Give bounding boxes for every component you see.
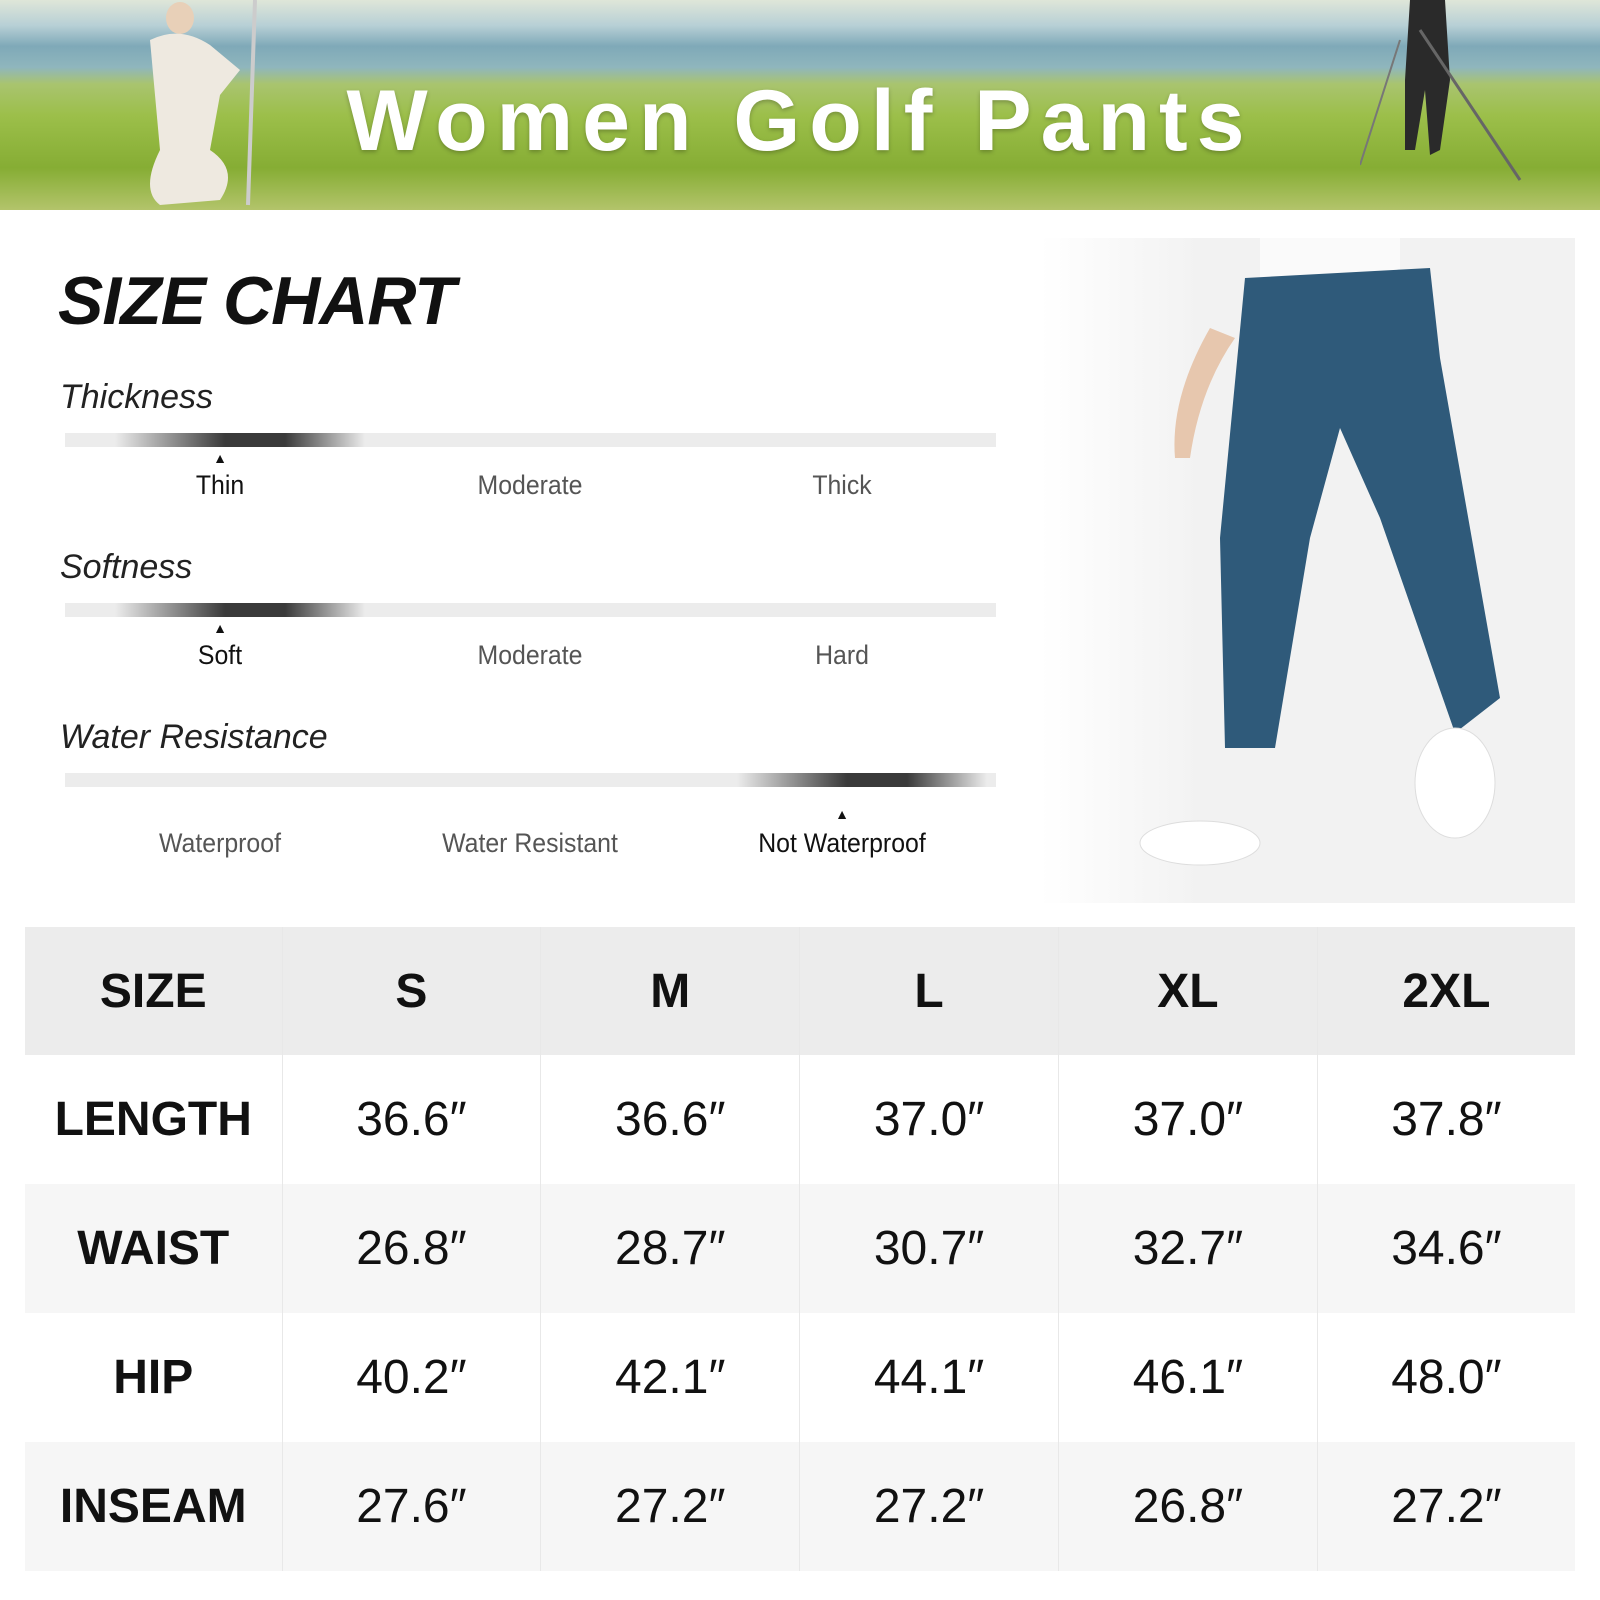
page-title: SIZE CHART <box>58 263 456 339</box>
selected-arrow-icon: ▲ <box>213 450 227 466</box>
attribute-option: Water Resistant <box>442 828 618 858</box>
header-cell: L <box>799 927 1059 1055</box>
pants-image <box>1139 238 1500 866</box>
table-row: INSEAM 27.6″ 27.2″ 27.2″ 26.8″ 27.2″ <box>25 1442 1575 1571</box>
attribute-name: Softness <box>60 548 193 586</box>
value-cell: 37.0″ <box>1057 1055 1318 1184</box>
row-label: INSEAM <box>25 1442 282 1571</box>
value-cell: 37.8″ <box>1316 1055 1575 1184</box>
value-cell: 30.7″ <box>799 1184 1059 1313</box>
attribute-option: Moderate <box>477 470 583 500</box>
attribute-scale-bar <box>65 603 996 617</box>
attribute-option: Thin <box>195 470 245 500</box>
row-label: WAIST <box>25 1184 282 1313</box>
value-cell: 44.1″ <box>799 1313 1059 1442</box>
value-cell: 27.2″ <box>540 1442 800 1571</box>
value-cell: 40.2″ <box>281 1313 541 1442</box>
value-cell: 26.8″ <box>281 1184 541 1313</box>
table-row: LENGTH 36.6″ 36.6″ 37.0″ 37.0″ 37.8″ <box>25 1055 1575 1184</box>
value-cell: 27.2″ <box>1316 1442 1575 1571</box>
attribute-option: Moderate <box>477 640 583 670</box>
banner: Women Golf Pants <box>0 0 1600 210</box>
attribute-option: Waterproof <box>159 828 281 858</box>
value-cell: 32.7″ <box>1057 1184 1318 1313</box>
selected-arrow-icon: ▲ <box>213 620 227 636</box>
attribute-option: Not Waterproof <box>758 828 926 858</box>
table-row: HIP 40.2″ 42.1″ 44.1″ 46.1″ 48.0″ <box>25 1313 1575 1442</box>
value-cell: 36.6″ <box>281 1055 541 1184</box>
table-row: WAIST 26.8″ 28.7″ 30.7″ 32.7″ 34.6″ <box>25 1184 1575 1313</box>
attribute-option: Thick <box>812 470 872 500</box>
selected-arrow-icon: ▲ <box>835 806 849 822</box>
value-cell: 27.6″ <box>281 1442 541 1571</box>
header-cell: M <box>540 927 800 1055</box>
golfer-right-image <box>1360 0 1522 181</box>
header-cell: 2XL <box>1316 927 1575 1055</box>
row-label: HIP <box>113 1351 194 1404</box>
attribute-scale-bar <box>65 433 996 447</box>
value-cell: 42.1″ <box>540 1313 800 1442</box>
attribute-option: Soft <box>197 640 243 670</box>
value-cell: 28.7″ <box>540 1184 800 1313</box>
row-label: LENGTH <box>54 1093 252 1146</box>
size-table: SIZE S M L XL 2XL LENGTH 36.6″ 36.6″ 37.0″ 37.0″ 37… <box>25 927 1575 1571</box>
attribute-name: Thickness <box>60 378 214 416</box>
value-cell: 34.6″ <box>1316 1184 1575 1313</box>
value-cell: 37.0″ <box>799 1055 1059 1184</box>
value-cell: 46.1″ <box>1057 1313 1318 1442</box>
table-header-row: SIZE S M L XL 2XL <box>25 927 1575 1055</box>
value-cell: 27.2″ <box>799 1442 1059 1571</box>
value-cell: 36.6″ <box>540 1055 800 1184</box>
value-cell: 48.0″ <box>1316 1313 1575 1442</box>
header-cell: S <box>281 927 541 1055</box>
value-cell: 26.8″ <box>1057 1442 1318 1571</box>
attribute-scale-bar <box>65 773 996 787</box>
golfer-left-image <box>150 0 257 206</box>
header-cell: SIZE <box>25 927 282 1055</box>
product-photo <box>1040 238 1575 903</box>
banner-title: Women Golf Pants <box>346 73 1254 169</box>
header-cell: XL <box>1057 927 1318 1055</box>
attribute-option: Hard <box>815 640 869 670</box>
attribute-name: Water Resistance <box>60 718 328 756</box>
